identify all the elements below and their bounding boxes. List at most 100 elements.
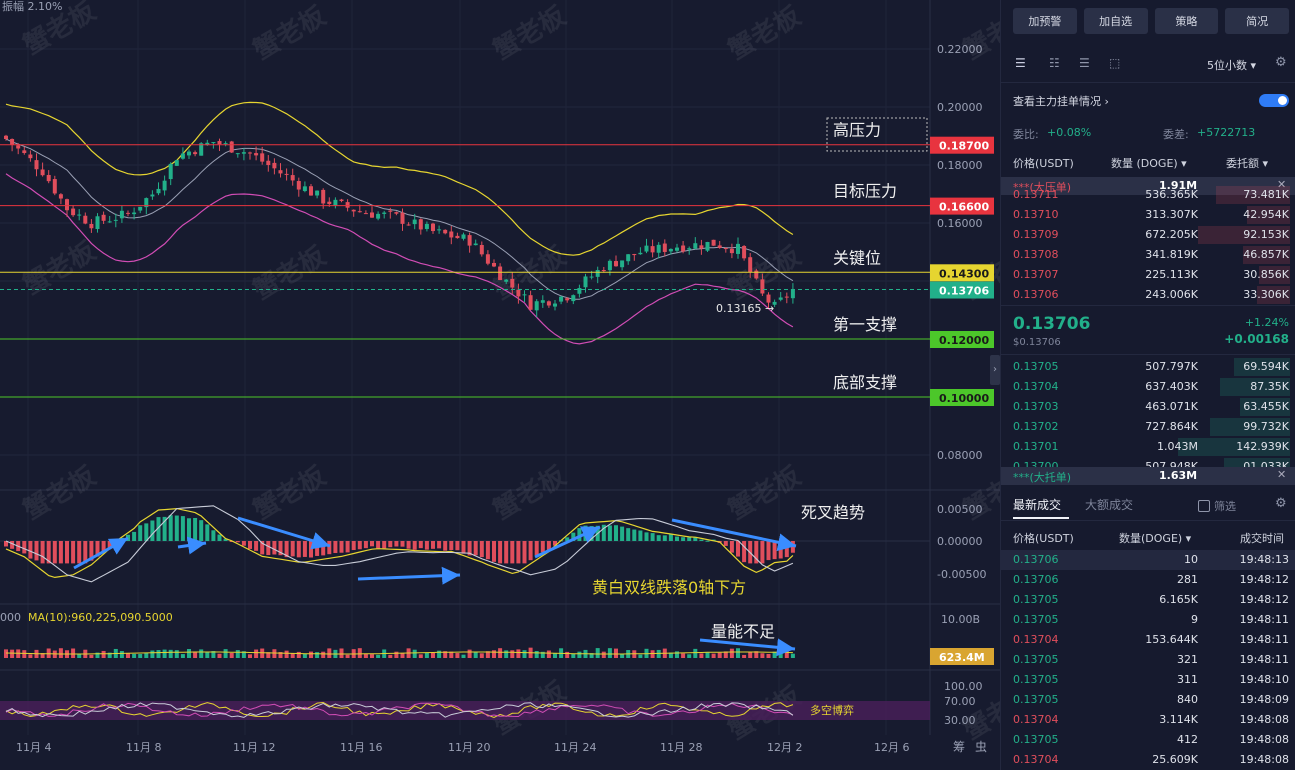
candle-body <box>357 211 362 213</box>
ask-row[interactable]: 0.13706 243.006K 33.306K <box>1001 285 1295 305</box>
trade-time: 19:48:11 <box>1239 633 1289 646</box>
annotation-arrow <box>177 536 207 555</box>
volume-bar <box>327 648 332 658</box>
orderbook-view-toolbar: ☰ ☷ ☰ ⬚ <box>1013 54 1289 74</box>
tab-latest-trades[interactable]: 最新成交 <box>1013 498 1062 512</box>
trade-row[interactable]: 0.13704 25.609K 19:48:08 <box>1001 750 1295 770</box>
collapse-handle[interactable]: › <box>990 355 1000 385</box>
macd-histogram-bar <box>626 528 631 541</box>
macd-histogram-bar <box>638 530 643 541</box>
watermark: 蟹老板 <box>723 0 806 66</box>
order-total: 69.594K <box>1243 360 1289 373</box>
trade-row[interactable]: 0.13704 153.644K 19:48:11 <box>1001 630 1295 650</box>
col-qty-header[interactable]: 数量 (DOGE) ▾ <box>1111 157 1187 170</box>
volume-bar <box>357 648 362 658</box>
candle-body <box>400 212 405 224</box>
overview-button[interactable]: 简况 <box>1225 8 1289 34</box>
candle-body <box>626 254 631 262</box>
volume-axis-label: 10.00B <box>941 613 980 626</box>
macd-histogram-bar <box>394 541 399 547</box>
trade-price: 0.13705 <box>1013 673 1059 686</box>
trade-row[interactable]: 0.13705 311 19:48:10 <box>1001 670 1295 690</box>
trade-row[interactable]: 0.13705 9 19:48:11 <box>1001 610 1295 630</box>
candle-body <box>327 201 332 204</box>
bid-row[interactable]: 0.13703 463.071K 63.455K <box>1001 397 1295 417</box>
col-total-header[interactable]: 委托额 ▾ <box>1226 157 1269 170</box>
rsi-band <box>0 701 930 720</box>
ask-row[interactable]: 0.13710 313.307K 42.954K <box>1001 205 1295 225</box>
close-icon[interactable]: ✕ <box>1277 468 1287 481</box>
settings-gear-icon[interactable]: ⚙ <box>1275 55 1287 70</box>
close-icon[interactable]: ✕ <box>1277 178 1287 191</box>
candle-body <box>315 190 320 196</box>
asks-view-icon[interactable]: ☰ <box>1079 56 1090 70</box>
bid-row[interactable]: 0.13704 637.403K 87.35K <box>1001 377 1295 397</box>
trade-row[interactable]: 0.13704 3.114K 19:48:08 <box>1001 710 1295 730</box>
trade-row[interactable]: 0.13706 10 19:48:13 <box>1001 550 1295 570</box>
bids-view-icon[interactable]: ☷ <box>1049 56 1060 70</box>
macd-histogram-bar <box>46 541 51 564</box>
candle-body <box>675 247 679 251</box>
volume-bar <box>156 650 161 658</box>
candle-body <box>382 212 387 214</box>
watermark: 蟹老板 <box>958 460 1000 526</box>
macd-histogram-bar <box>71 541 76 564</box>
order-price: 0.13708 <box>1013 248 1059 261</box>
trade-row[interactable]: 0.13705 321 19:48:11 <box>1001 650 1295 670</box>
volume-bar <box>595 648 600 658</box>
macd-histogram-bar <box>662 535 667 541</box>
macd-histogram-bar <box>522 541 527 564</box>
candle-body <box>321 189 326 204</box>
ask-row[interactable]: 0.13709 672.205K 92.153K <box>1001 225 1295 245</box>
volume-bar <box>162 649 167 658</box>
trade-price: 0.13705 <box>1013 593 1059 606</box>
price-axis-label: 0.18000 <box>937 159 983 172</box>
ask-row[interactable]: 0.13707 225.113K 30.856K <box>1001 265 1295 285</box>
trade-row[interactable]: 0.13705 412 19:48:08 <box>1001 730 1295 750</box>
trade-row[interactable]: 0.13705 6.165K 19:48:12 <box>1001 590 1295 610</box>
macd-dif-line <box>5 507 794 579</box>
ask-row[interactable]: 0.13708 341.819K 46.857K <box>1001 245 1295 265</box>
candle-body <box>729 248 734 254</box>
trade-price: 0.13704 <box>1013 753 1059 766</box>
volume-bar <box>107 652 112 658</box>
decimals-select[interactable]: 5位小数 ▾ <box>1207 59 1257 72</box>
volume-bar <box>729 648 734 658</box>
candle-body <box>418 219 423 230</box>
candle-body <box>34 160 39 170</box>
candle-body <box>162 180 167 191</box>
volume-bar <box>546 650 551 658</box>
main-orders-link[interactable]: 查看主力挂单情况 › <box>1013 95 1109 108</box>
volume-bar <box>205 652 210 658</box>
trade-row[interactable]: 0.13705 840 19:48:09 <box>1001 690 1295 710</box>
volume-bar <box>443 651 448 658</box>
macd-histogram-bar <box>339 541 344 553</box>
date-axis-label: 12月 6 <box>874 741 910 754</box>
candle-body <box>467 235 472 246</box>
macd-histogram-bar <box>528 541 533 561</box>
watermark: 蟹老板 <box>18 235 101 301</box>
macd-histogram-bar <box>83 541 88 564</box>
filter-checkbox[interactable] <box>1198 500 1210 512</box>
bid-row[interactable]: 0.13705 507.797K 69.594K <box>1001 357 1295 377</box>
bid-row[interactable]: 0.13702 727.864K 99.732K <box>1001 417 1295 437</box>
settings-gear-icon[interactable]: ⚙ <box>1275 496 1287 511</box>
main-orders-toggle[interactable] <box>1259 94 1289 107</box>
ask-row[interactable]: 0.13711 536.365K 73.481K <box>1001 185 1295 205</box>
depth-view-icon[interactable]: ⬚ <box>1109 56 1121 70</box>
tab-large-trades[interactable]: 大额成交 <box>1085 498 1134 512</box>
candle-body <box>565 298 570 301</box>
add-alert-button[interactable]: 加预警 <box>1013 8 1077 34</box>
bid-row[interactable]: 0.13701 1.043M 142.939K <box>1001 437 1295 457</box>
strategy-button[interactable]: 策略 <box>1154 8 1219 34</box>
divider <box>1001 82 1295 83</box>
add-watchlist-button[interactable]: 加自选 <box>1083 8 1148 34</box>
trade-price: 0.13704 <box>1013 713 1059 726</box>
date-axis-label: 11月 24 <box>554 741 597 754</box>
both-sides-view-icon[interactable]: ☰ <box>1015 56 1026 70</box>
kline-chart[interactable]: 0.22000 0.20000 0.18000 0.16000 0.08000 蟹老板 蟹老… <box>0 0 1000 770</box>
trade-row[interactable]: 0.13706 281 19:48:12 <box>1001 570 1295 590</box>
macd-histogram-bar <box>101 541 106 553</box>
trade-qty-header[interactable]: 数量(DOGE) ▾ <box>1119 532 1192 545</box>
